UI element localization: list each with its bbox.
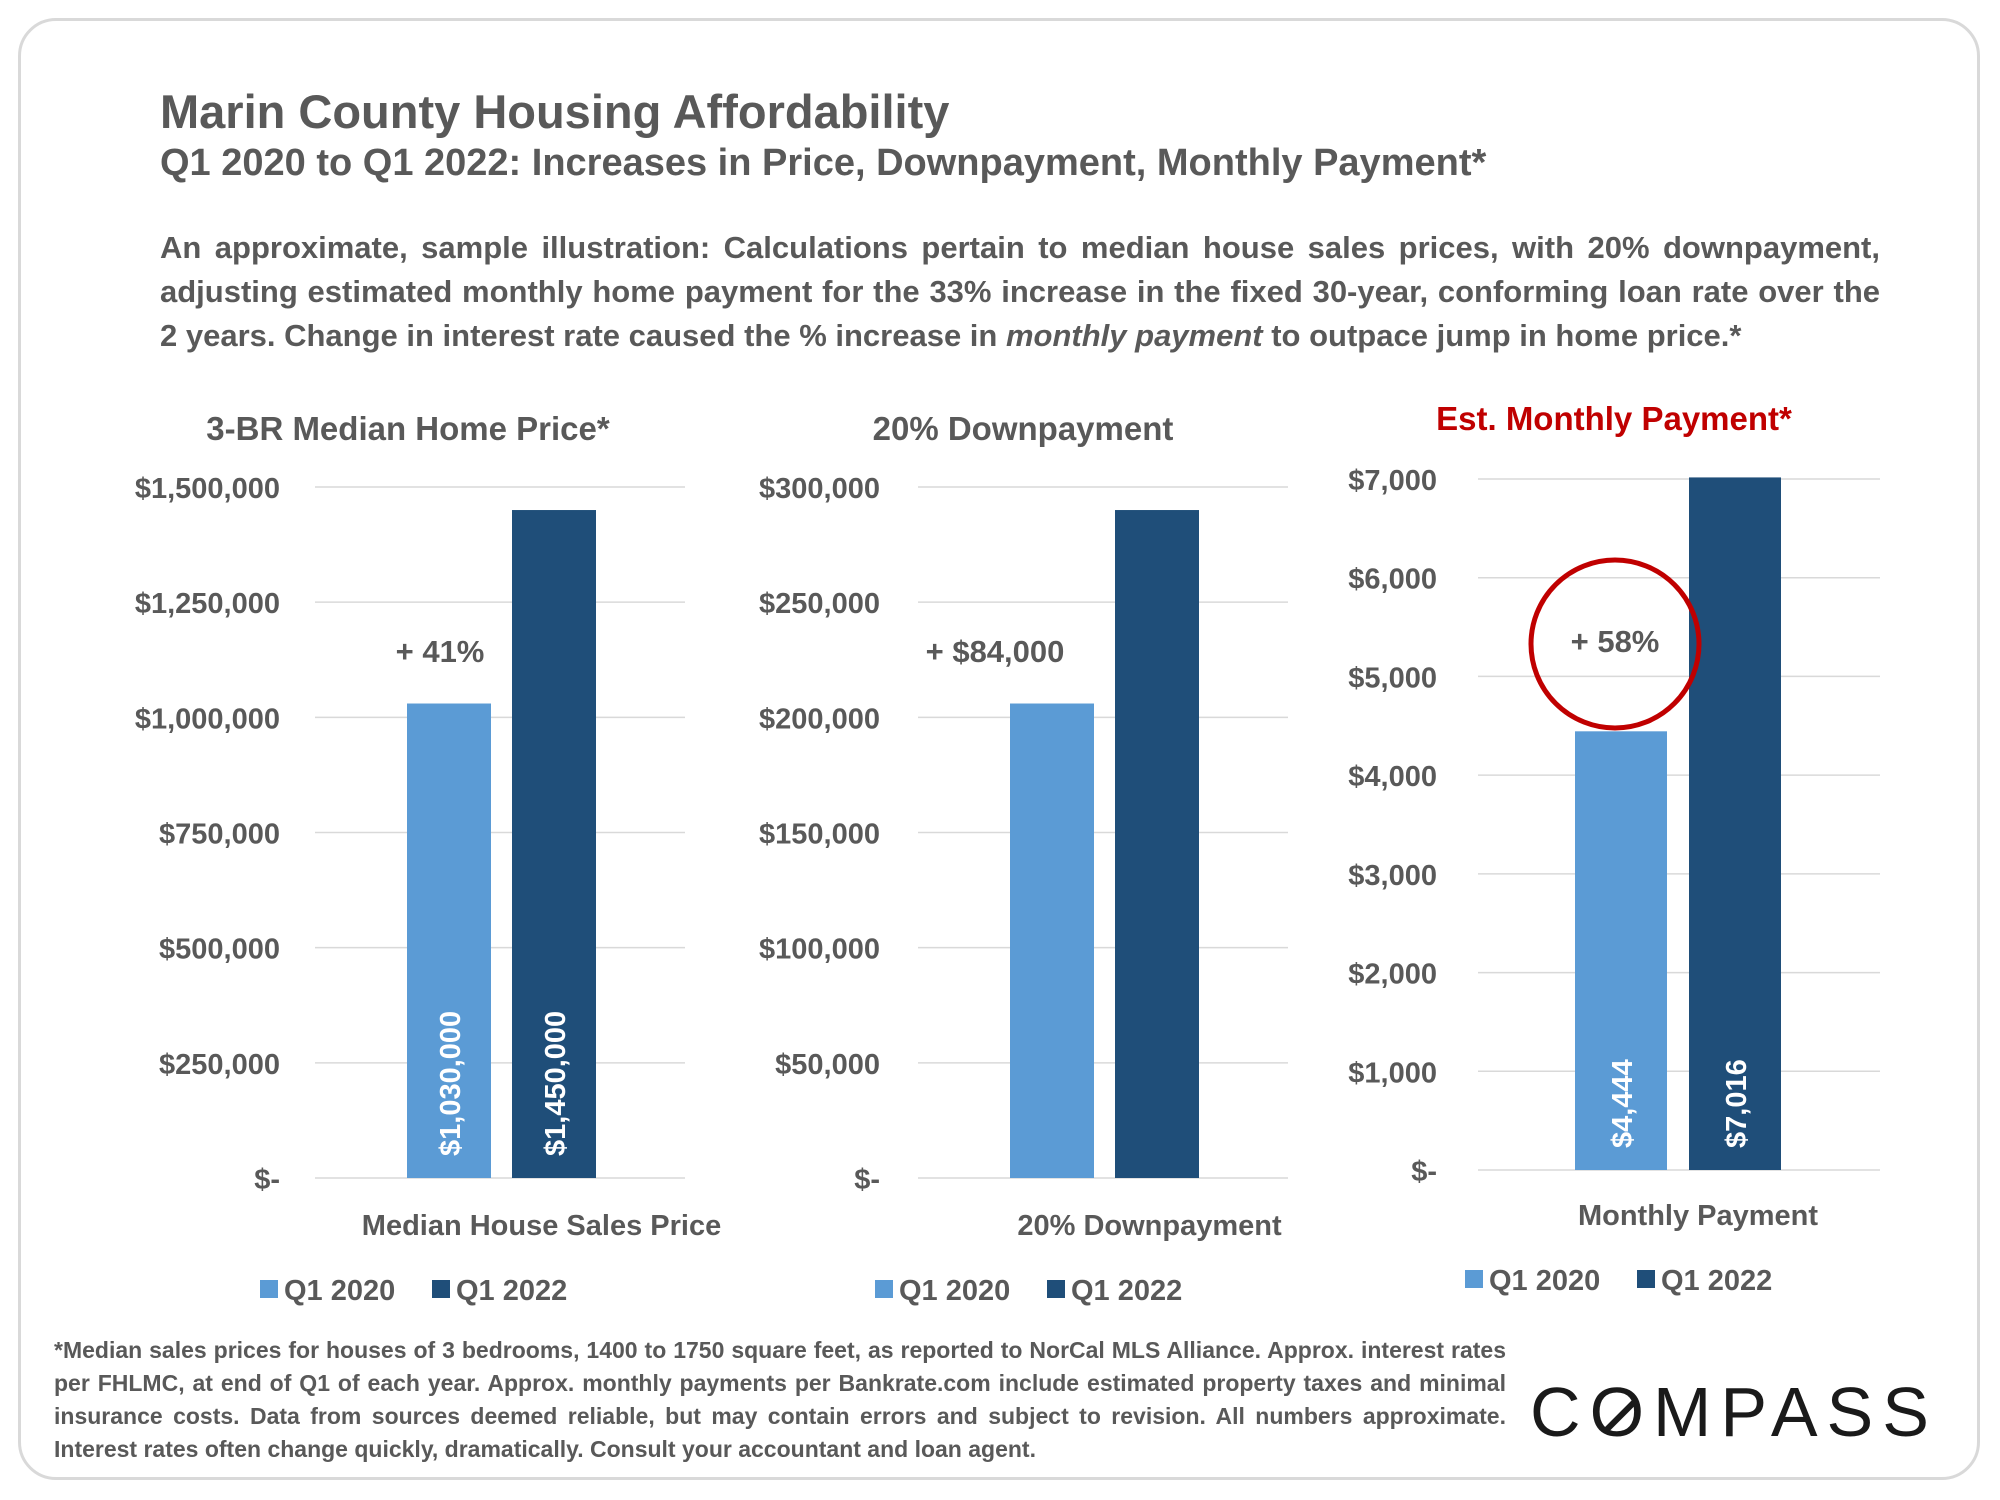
chart-2-ytick-label: $200,000	[759, 703, 880, 735]
chart-3-ytick-label: $4,000	[1348, 761, 1437, 793]
intro-part2: to outpace jump in home price.*	[1262, 318, 1742, 353]
chart-3-title: Est. Monthly Payment*	[1436, 400, 1792, 437]
chart-1-bar-q1-2020	[407, 703, 491, 1178]
chart-3-ytick-label: $1,000	[1348, 1057, 1437, 1089]
chart-1-bar-q1-2022	[512, 510, 596, 1178]
chart-3-ytick-label: $3,000	[1348, 860, 1437, 892]
logo-rest: MPASS	[1653, 1373, 1938, 1451]
chart-2-ytick-label: $-	[854, 1164, 880, 1196]
charts-area: 3-BR Median Home Price* $- $250,000 $500,00…	[135, 400, 1880, 1307]
chart-3-ytick-label: $6,000	[1348, 564, 1437, 596]
chart-3-data-label: $4,444	[1607, 1059, 1639, 1148]
chart-3-legend-label: Q1 2020	[1489, 1265, 1600, 1297]
chart-2-legend-swatch-q1-2020	[875, 1280, 893, 1298]
chart-3-annotation: + 58%	[1571, 624, 1660, 659]
chart-1-legend-label: Q1 2022	[456, 1275, 567, 1307]
footnote: *Median sales prices for houses of 3 bed…	[54, 1337, 1506, 1462]
chart-3-legend-label: Q1 2022	[1661, 1265, 1772, 1297]
chart-2-annotation: + $84,000	[926, 634, 1065, 669]
chart-1-category-label: Median House Sales Price	[362, 1210, 721, 1242]
chart-1-title: 3-BR Median Home Price*	[206, 410, 610, 447]
chart-3-legend-swatch-q1-2020	[1465, 1270, 1483, 1288]
chart-3-ytick-label: $-	[1411, 1156, 1437, 1188]
intro-emphasis: monthly payment	[1005, 318, 1263, 353]
chart-1-ytick-label: $250,000	[159, 1049, 280, 1081]
chart-3-ytick-label: $2,000	[1348, 959, 1437, 991]
chart-3-highlight-circle	[1528, 557, 1702, 731]
chart-2-ytick-label: $300,000	[759, 473, 880, 505]
chart-1-data-label: $1,030,000	[435, 1011, 467, 1156]
chart-2-ytick-label: $50,000	[775, 1049, 880, 1081]
chart-1-ytick-label: $500,000	[159, 934, 280, 966]
intro-part1: An approximate, sample illustration: Cal…	[160, 230, 1880, 353]
chart-3-category-label: Monthly Payment	[1578, 1200, 1818, 1232]
chart-3-bar-q1-2020	[1575, 731, 1667, 1170]
intro-text: An approximate, sample illustration: Cal…	[160, 226, 1880, 358]
chart-2-bar-q1-2020	[1010, 703, 1094, 1178]
chart-3-bar-q1-2022	[1689, 477, 1781, 1171]
chart-2-bar-q1-2022	[1115, 510, 1199, 1178]
chart-3-ytick-label: $5,000	[1348, 662, 1437, 694]
compass-logo: COMPASS	[1530, 1372, 1938, 1452]
chart-2-ytick-label: $150,000	[759, 819, 880, 851]
chart-3-data-label: $7,016	[1721, 1059, 1753, 1148]
chart-1-ytick-label: $-	[254, 1164, 280, 1196]
chart-2-ytick-label: $250,000	[759, 588, 880, 620]
logo-o: O	[1589, 1373, 1654, 1451]
chart-2-ytick-label: $100,000	[759, 934, 880, 966]
chart-1-annotation: + 41%	[396, 634, 485, 669]
chart-1-legend-label: Q1 2020	[284, 1275, 395, 1307]
page-subtitle: Q1 2020 to Q1 2022: Increases in Price, …	[160, 142, 1487, 184]
chart-3-legend-swatch-q1-2022	[1637, 1270, 1655, 1288]
chart-1-ytick-label: $1,250,000	[135, 588, 280, 620]
chart-2-title: 20% Downpayment	[873, 410, 1174, 447]
chart-1-ytick-label: $1,000,000	[135, 703, 280, 735]
chart-1-ytick-label: $750,000	[159, 819, 280, 851]
chart-1-data-label: $1,450,000	[540, 1011, 572, 1156]
chart-2-legend-label: Q1 2020	[899, 1275, 1010, 1307]
chart-1-legend-swatch-q1-2022	[432, 1280, 450, 1298]
chart-1-legend-swatch-q1-2020	[260, 1280, 278, 1298]
chart-3-ytick-label: $7,000	[1348, 465, 1437, 497]
logo-c: C	[1530, 1373, 1590, 1451]
chart-2-legend-swatch-q1-2022	[1047, 1280, 1065, 1298]
page-title: Marin County Housing Affordability	[160, 85, 950, 138]
card-frame	[18, 18, 1980, 1480]
chart-1-ytick-label: $1,500,000	[135, 473, 280, 505]
chart-2-category-label: 20% Downpayment	[1017, 1210, 1282, 1242]
chart-2-legend-label: Q1 2022	[1071, 1275, 1182, 1307]
